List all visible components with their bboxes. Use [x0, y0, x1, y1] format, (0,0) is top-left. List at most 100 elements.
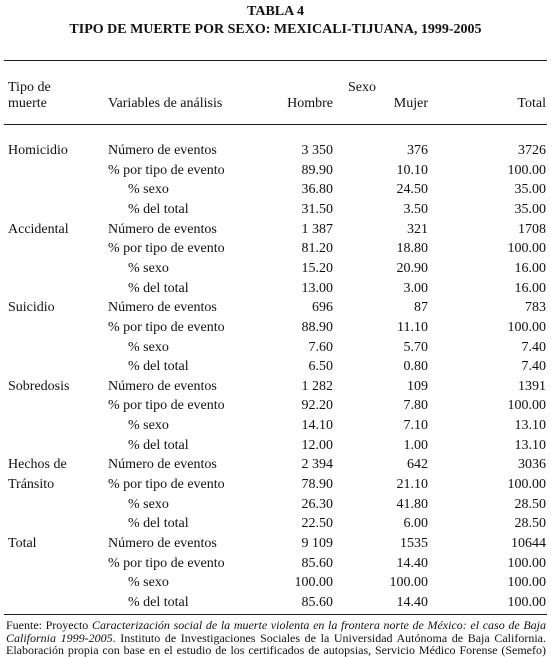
cell: 7.80 [403, 398, 429, 414]
cell: 13.10 [514, 437, 547, 453]
cell: 85.60 [301, 555, 334, 571]
row-label: % sexo [128, 496, 169, 512]
footnote-italic: Caracterización social de la muerte viol… [6, 618, 546, 645]
subtitle: TIPO DE MUERTE POR SEXO: MEXICALI-TIJUAN… [69, 22, 482, 37]
cell: 31.50 [301, 201, 334, 217]
cell: 81.20 [301, 241, 334, 257]
col-header: Hombre [287, 96, 333, 111]
cell: 1 282 [301, 378, 334, 394]
cell: 1708 [518, 221, 546, 237]
row-label: % sexo [128, 260, 169, 276]
cell: 85.60 [301, 594, 334, 610]
row-label: % sexo [128, 339, 169, 355]
row-label: % por tipo de evento [108, 162, 225, 178]
cell: 21.10 [396, 477, 429, 493]
cell: 100.00 [507, 477, 547, 493]
cell: 24.50 [396, 182, 429, 198]
col-header: Tipo de [8, 80, 51, 95]
group-label: Suicidio [8, 300, 55, 316]
cell: 0.80 [403, 359, 429, 375]
cell: 100.00 [294, 575, 334, 591]
cell: 100.00 [507, 241, 547, 257]
group-label: Accidental [8, 221, 69, 237]
rule [4, 124, 547, 125]
row-label: % del total [128, 359, 189, 375]
cell: 28.50 [514, 516, 547, 532]
cell: 28.50 [514, 496, 547, 512]
title: TABLA 4 [247, 4, 304, 19]
cell: 13.00 [301, 280, 334, 296]
row-label: % sexo [128, 182, 169, 198]
cell: 1535 [400, 536, 428, 551]
row-label: % por tipo de evento [108, 241, 225, 257]
cell: 36.80 [301, 182, 334, 198]
cell: 1391 [518, 378, 546, 394]
cell: 78.90 [301, 477, 334, 493]
row-label: Número de eventos [108, 457, 217, 473]
cell: 14.40 [396, 555, 429, 571]
col-header: muerte [8, 96, 47, 111]
cell: 100.00 [507, 398, 547, 414]
rule [4, 614, 547, 615]
cell: 3036 [518, 457, 546, 473]
row-label: Número de eventos [108, 300, 217, 316]
cell: 18.80 [396, 241, 429, 257]
cell: 3 350 [301, 143, 334, 158]
cell: 3.00 [403, 280, 429, 296]
cell: 6.50 [308, 359, 334, 375]
cell: 7.40 [521, 359, 547, 375]
group-label: Hechos de [8, 457, 67, 473]
col-header: Total [517, 96, 546, 111]
footnote: Fuente: Proyecto Caracterización social … [6, 619, 546, 657]
cell: 10644 [511, 536, 546, 551]
cell: 100.00 [507, 555, 547, 571]
cell: 92.20 [301, 398, 334, 414]
group-label: Homicidio [8, 143, 68, 158]
row-label: % del total [128, 594, 189, 610]
footnote-text: Fuente: Proyecto [6, 618, 92, 632]
group-label: Sobredosis [8, 378, 70, 394]
cell: 89.90 [301, 162, 334, 178]
cell: 7.40 [521, 339, 547, 355]
cell: 11.10 [397, 319, 428, 335]
cell: 20.90 [396, 260, 429, 276]
row-label: % del total [128, 201, 189, 217]
cell: 321 [407, 221, 428, 237]
cell: 642 [407, 457, 428, 473]
cell: 14.40 [396, 594, 429, 610]
cell: 7.60 [308, 339, 334, 355]
cell: 12.00 [301, 437, 334, 453]
cell: 9 109 [301, 536, 334, 551]
col-header: Sexo [348, 80, 376, 95]
row-label: Número de eventos [108, 378, 217, 394]
cell: 100.00 [507, 575, 547, 591]
cell: 1.00 [403, 437, 429, 453]
col-header: Mujer [393, 96, 428, 111]
cell: 87 [414, 300, 428, 316]
cell: 14.10 [301, 418, 334, 434]
cell: 26.30 [301, 496, 334, 512]
cell: 16.00 [514, 280, 547, 296]
cell: 100.00 [507, 319, 547, 335]
cell: 88.90 [301, 319, 334, 335]
row-label: Número de eventos [108, 536, 217, 551]
row-label: Número de eventos [108, 143, 217, 158]
cell: 100.00 [389, 575, 429, 591]
cell: 15.20 [301, 260, 334, 276]
cell: 13.10 [514, 418, 547, 434]
cell: 100.00 [507, 162, 547, 178]
footnote-text: . Instituto de Investigaciones Sociales … [6, 630, 546, 657]
col-header: Variables de análisis [108, 96, 223, 111]
cell: 100.00 [507, 594, 547, 610]
group-label: Total [8, 536, 37, 551]
cell: 7.10 [403, 418, 429, 434]
cell: 783 [525, 300, 546, 316]
cell: 5.70 [403, 339, 429, 355]
cell: 6.00 [403, 516, 429, 532]
row-label: % por tipo de evento [108, 319, 225, 335]
rule [4, 60, 547, 61]
row-label: % sexo [128, 418, 169, 434]
row-label: % del total [128, 516, 189, 532]
row-label: % del total [128, 437, 189, 453]
